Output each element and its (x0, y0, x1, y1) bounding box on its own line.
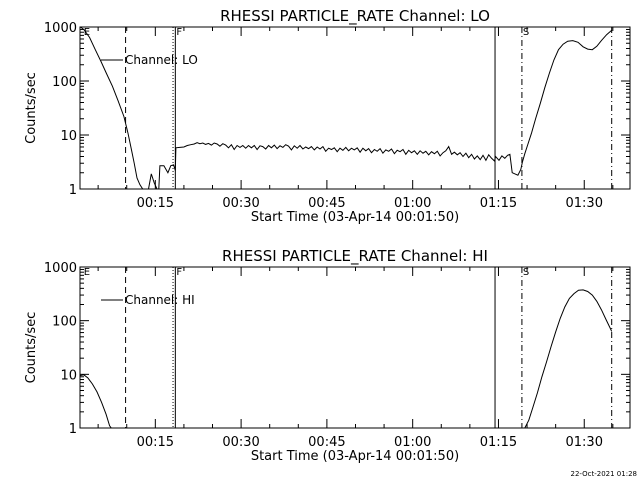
lo-chart-title: RHESSI PARTICLE_RATE Channel: LO (220, 7, 490, 26)
hi-x-tick-label: 00:45 (308, 435, 345, 450)
lo-y-axis-label: Counts/sec (24, 72, 39, 144)
hi-event-marker-label: E (84, 267, 90, 278)
lo-x-tick-label: 00:45 (308, 196, 345, 211)
hi-x-axis-label: Start Time (03-Apr-14 00:01:50) (251, 449, 459, 464)
hi-series-line (80, 374, 112, 429)
hi-y-tick-label: 100 (52, 315, 77, 330)
lo-y-tick-label: 100 (52, 75, 77, 90)
hi-legend-label: Channel: HI (125, 293, 195, 307)
hi-x-tick-label: 01:15 (480, 435, 517, 450)
lo-event-marker-label: F (176, 27, 182, 38)
hi-series-line (524, 289, 613, 429)
lo-legend-label: Channel: LO (125, 53, 198, 67)
hi-plot-frame (79, 266, 631, 429)
hi-x-tick-label: 00:15 (137, 435, 174, 450)
hi-event-marker-label: F (176, 267, 182, 278)
hi-y-tick-label: 10 (60, 368, 77, 383)
lo-series-line (158, 29, 613, 190)
lo-x-tick-label: 01:30 (566, 196, 603, 211)
lo-series-line (80, 26, 144, 190)
hi-chart-title: RHESSI PARTICLE_RATE Channel: HI (222, 247, 488, 266)
hi-y-tick-label: 1000 (44, 261, 77, 276)
lo-plot-frame (79, 26, 631, 190)
generation-timestamp: 22-Oct-2021 01:28 (570, 470, 637, 478)
hi-x-tick-label: 01:30 (566, 435, 603, 450)
hi-x-tick-label: 00:30 (222, 435, 259, 450)
hi-y-axis-label: Counts/sec (24, 312, 39, 384)
lo-series-line (148, 173, 158, 190)
hi-x-tick-label: 01:00 (394, 435, 431, 450)
lo-y-tick-label: 1 (69, 183, 77, 198)
lo-y-tick-label: 10 (60, 129, 77, 144)
lo-x-tick-label: 01:00 (394, 196, 431, 211)
lo-x-tick-label: 00:30 (222, 196, 259, 211)
lo-x-tick-label: 00:15 (137, 196, 174, 211)
lo-y-tick-label: 1000 (44, 21, 77, 36)
lo-event-marker-label: S (523, 27, 529, 38)
lo-x-axis-label: Start Time (03-Apr-14 00:01:50) (251, 210, 459, 225)
hi-y-tick-label: 1 (69, 422, 77, 437)
hi-event-marker-label: S (523, 267, 529, 278)
lo-event-marker-label: E (84, 27, 90, 38)
lo-x-tick-label: 01:15 (480, 196, 517, 211)
